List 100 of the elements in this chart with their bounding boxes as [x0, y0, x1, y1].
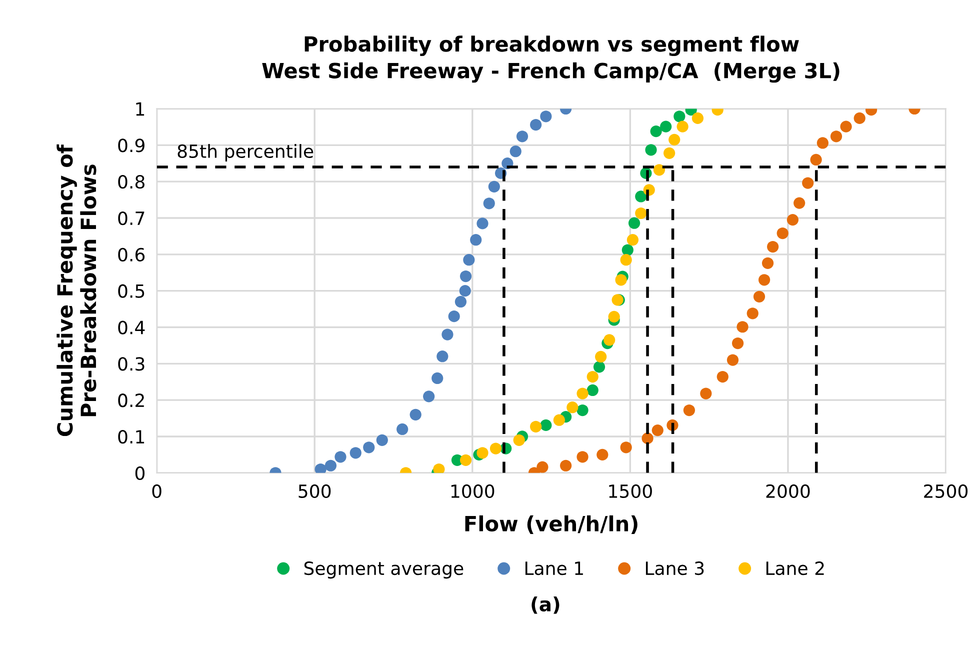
point [530, 118, 542, 131]
x-tick-label: 0 [152, 484, 162, 498]
point [436, 350, 448, 362]
point [753, 290, 766, 302]
point [376, 434, 388, 446]
point [802, 177, 814, 189]
point [854, 112, 866, 124]
point [604, 334, 616, 346]
point [726, 354, 739, 366]
point [776, 227, 788, 240]
point [626, 234, 639, 246]
point [363, 442, 375, 454]
point [460, 454, 472, 466]
point [470, 234, 482, 246]
legend-label: Lane 2 [766, 561, 824, 576]
point [560, 460, 572, 472]
point [463, 254, 475, 266]
y-tick-label: 0 [135, 466, 145, 480]
point [635, 190, 647, 202]
point [595, 350, 607, 363]
point [566, 402, 578, 414]
point [746, 308, 758, 320]
point [540, 419, 552, 432]
point [652, 424, 664, 436]
point [510, 146, 522, 158]
point [576, 388, 588, 400]
x-tick-label: 1000 [451, 484, 494, 498]
point [423, 390, 435, 402]
point [732, 337, 744, 350]
point [553, 414, 565, 426]
y-tick-label: 0.3 [118, 357, 144, 371]
point [516, 130, 528, 142]
point [576, 451, 588, 463]
point [635, 207, 647, 220]
point [674, 110, 686, 122]
point [628, 217, 640, 229]
point [645, 144, 657, 156]
point [683, 404, 695, 416]
x-tick-label: 2000 [766, 484, 810, 498]
point [816, 137, 828, 149]
point [488, 180, 500, 192]
point [586, 370, 598, 383]
point [396, 423, 408, 436]
point [830, 130, 842, 142]
x-axis-title: Flow (veh/h/ln) [465, 515, 638, 534]
point [530, 420, 542, 432]
point [620, 254, 632, 266]
x-tick-label: 1500 [609, 484, 652, 498]
point [334, 451, 346, 463]
point [622, 244, 634, 256]
point [576, 404, 588, 416]
x-tick-label: 500 [298, 484, 331, 498]
y-tick-label: 0.8 [118, 175, 144, 189]
point [700, 388, 712, 400]
point [758, 274, 770, 286]
y-axis-title: Cumulative Frequency of Pre-Breakdown Flows [56, 144, 96, 436]
point [476, 218, 488, 230]
x-tick-label: 2500 [924, 484, 968, 498]
point [650, 126, 662, 138]
point [767, 240, 779, 253]
text: (a) [532, 596, 560, 614]
point [540, 110, 552, 122]
point [668, 134, 680, 146]
point [660, 120, 672, 132]
point [432, 372, 444, 384]
point [620, 442, 632, 454]
ref-line-label: 85th percentile [178, 144, 314, 162]
legend-label: Lane 3 [646, 561, 704, 576]
point [324, 460, 337, 472]
point [536, 461, 548, 473]
point [476, 447, 488, 459]
point [513, 434, 525, 446]
point [810, 154, 822, 166]
point [676, 120, 688, 132]
y-tick-label: 0.7 [118, 211, 144, 226]
point [350, 447, 362, 459]
point [459, 285, 471, 297]
point [442, 328, 454, 340]
chart-title: Probability of breakdown vs segment flow West Side Freeway - French Camp/CA (Merge 3L) [262, 36, 840, 83]
point [840, 120, 852, 132]
point [716, 370, 728, 383]
y-tick-label: 0.2 [118, 394, 144, 408]
point [762, 257, 774, 269]
point [460, 270, 472, 282]
point [410, 408, 422, 420]
y-tick-label: 0.4 [118, 320, 145, 334]
y-tick-label: 0.9 [118, 138, 144, 152]
y-tick-label: 0.6 [118, 248, 145, 262]
y-tick-label: 1 [136, 102, 144, 116]
point [786, 214, 799, 226]
point [736, 321, 748, 333]
y-tick-label: 0.1 [118, 430, 144, 444]
point [454, 296, 467, 308]
point [794, 197, 806, 209]
point [596, 448, 608, 461]
point [653, 164, 666, 176]
point [692, 112, 704, 124]
point [593, 361, 606, 373]
point [448, 310, 460, 322]
point [490, 442, 502, 454]
